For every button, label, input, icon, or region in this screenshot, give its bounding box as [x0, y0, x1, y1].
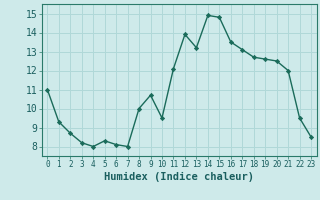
X-axis label: Humidex (Indice chaleur): Humidex (Indice chaleur): [104, 172, 254, 182]
